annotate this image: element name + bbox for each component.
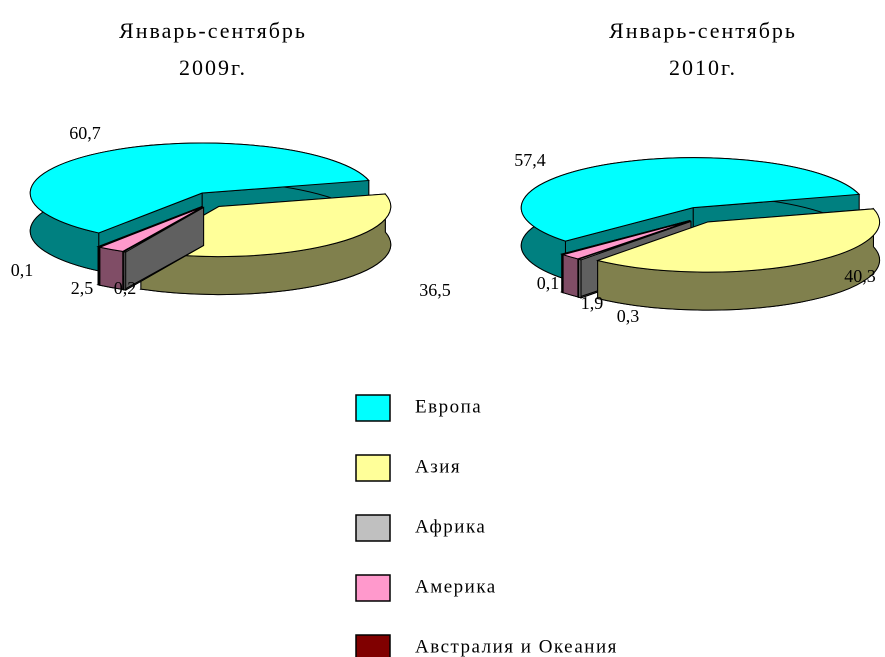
slice-top	[98, 206, 203, 252]
slice-side	[561, 253, 564, 294]
slice-top	[96, 206, 202, 248]
slice-top	[29, 142, 370, 234]
data-label: 60,7	[69, 123, 101, 143]
legend-label: Азия	[415, 456, 461, 477]
legend-label: Австралия и Океания	[415, 636, 618, 657]
slice-side	[578, 258, 582, 299]
slice-top	[576, 220, 692, 261]
legend-swatch	[355, 514, 391, 542]
slice-top	[122, 207, 204, 253]
legend-swatch	[355, 574, 391, 602]
data-label: 1,9	[581, 293, 604, 313]
legend-label: Америка	[415, 576, 497, 597]
slice-side	[562, 254, 579, 298]
legend-swatch	[355, 394, 391, 422]
data-label: 36,5	[419, 280, 451, 300]
slice-top	[595, 208, 881, 273]
data-label: 0,3	[617, 306, 640, 326]
data-label: 40,3	[844, 266, 876, 286]
data-label: 0,1	[11, 260, 34, 280]
legend-swatch	[355, 454, 391, 482]
legend-label: Африка	[415, 516, 486, 537]
chart-title: Январь-сентябрь 2009г.	[119, 18, 307, 80]
pie-slice	[122, 206, 205, 291]
data-label: 57,4	[514, 150, 546, 170]
slice-top	[560, 220, 690, 255]
data-label: 0,2	[114, 278, 137, 298]
pie-slice	[595, 207, 881, 311]
chart-title: Январь-сентябрь 2010г.	[609, 18, 797, 80]
slice-side	[97, 246, 100, 286]
legend-label: Европа	[415, 396, 482, 417]
data-label: 0,1	[537, 273, 560, 293]
legend-swatch	[355, 634, 391, 657]
data-label: 2,5	[71, 278, 94, 298]
slice-top	[520, 157, 861, 242]
slice-top	[561, 220, 691, 260]
